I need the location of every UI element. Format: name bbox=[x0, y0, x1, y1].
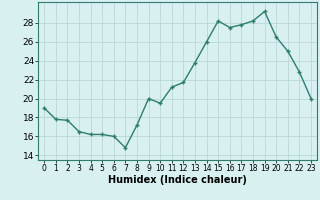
X-axis label: Humidex (Indice chaleur): Humidex (Indice chaleur) bbox=[108, 175, 247, 185]
